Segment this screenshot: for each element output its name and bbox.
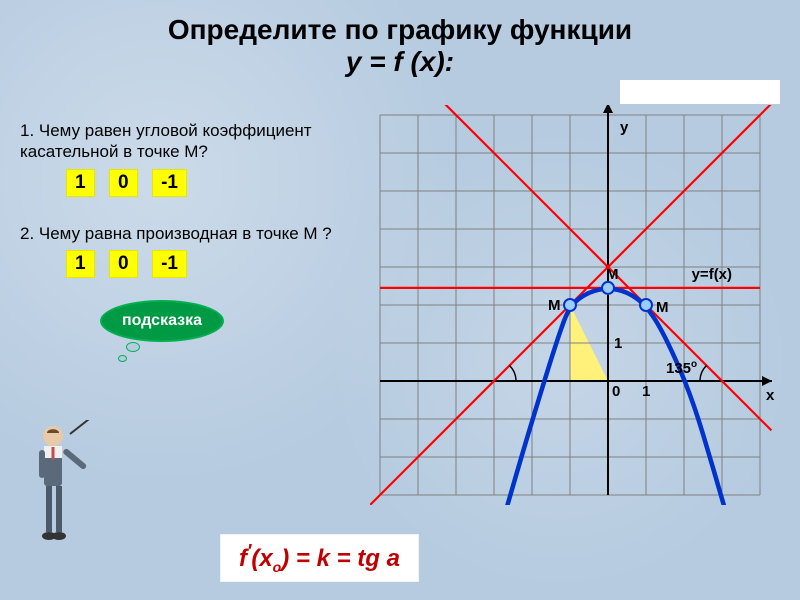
title-line1: Определите по графику функции bbox=[0, 14, 800, 46]
question-2: 2. Чему равна производная в точке М ? bbox=[20, 223, 350, 244]
choice-2a[interactable]: 1 bbox=[66, 250, 95, 278]
choice-1c[interactable]: -1 bbox=[152, 169, 187, 197]
choice-1b[interactable]: 0 bbox=[109, 169, 138, 197]
choice-1a[interactable]: 1 bbox=[66, 169, 95, 197]
one-y-label: 1 bbox=[614, 335, 622, 352]
axis-y-label: y bbox=[620, 119, 628, 136]
choice-2c[interactable]: -1 bbox=[152, 250, 187, 278]
formula-f: f bbox=[239, 545, 247, 572]
question-1: 1. Чему равен угловой коэффициент касате… bbox=[20, 120, 350, 163]
one-x-label: 1 bbox=[642, 383, 650, 400]
choice-2b[interactable]: 0 bbox=[109, 250, 138, 278]
graph bbox=[370, 105, 780, 505]
fx-label: y=f(x) bbox=[692, 266, 732, 283]
questions: 1. Чему равен угловой коэффициент касате… bbox=[20, 120, 350, 304]
choices-1: 1 0 -1 bbox=[66, 169, 350, 197]
formula: f′(xo) = k = tg a bbox=[220, 534, 419, 582]
choices-2: 1 0 -1 bbox=[66, 250, 350, 278]
origin-label: 0 bbox=[612, 383, 620, 400]
whitebox bbox=[620, 80, 780, 104]
hint-bubble[interactable]: подсказка bbox=[100, 300, 224, 342]
m-label-1: М bbox=[548, 297, 561, 314]
formula-x: (x bbox=[251, 545, 272, 572]
m-label-2: М bbox=[606, 266, 619, 283]
angle-label: 135o bbox=[666, 359, 697, 377]
person-icon bbox=[20, 420, 90, 560]
m-label-3: М bbox=[656, 299, 669, 316]
title-line2: y = f (x): bbox=[0, 46, 800, 78]
formula-sub: o bbox=[273, 559, 282, 575]
axis-x-label: x bbox=[766, 387, 774, 404]
formula-eq: = k = tg a bbox=[289, 545, 400, 572]
